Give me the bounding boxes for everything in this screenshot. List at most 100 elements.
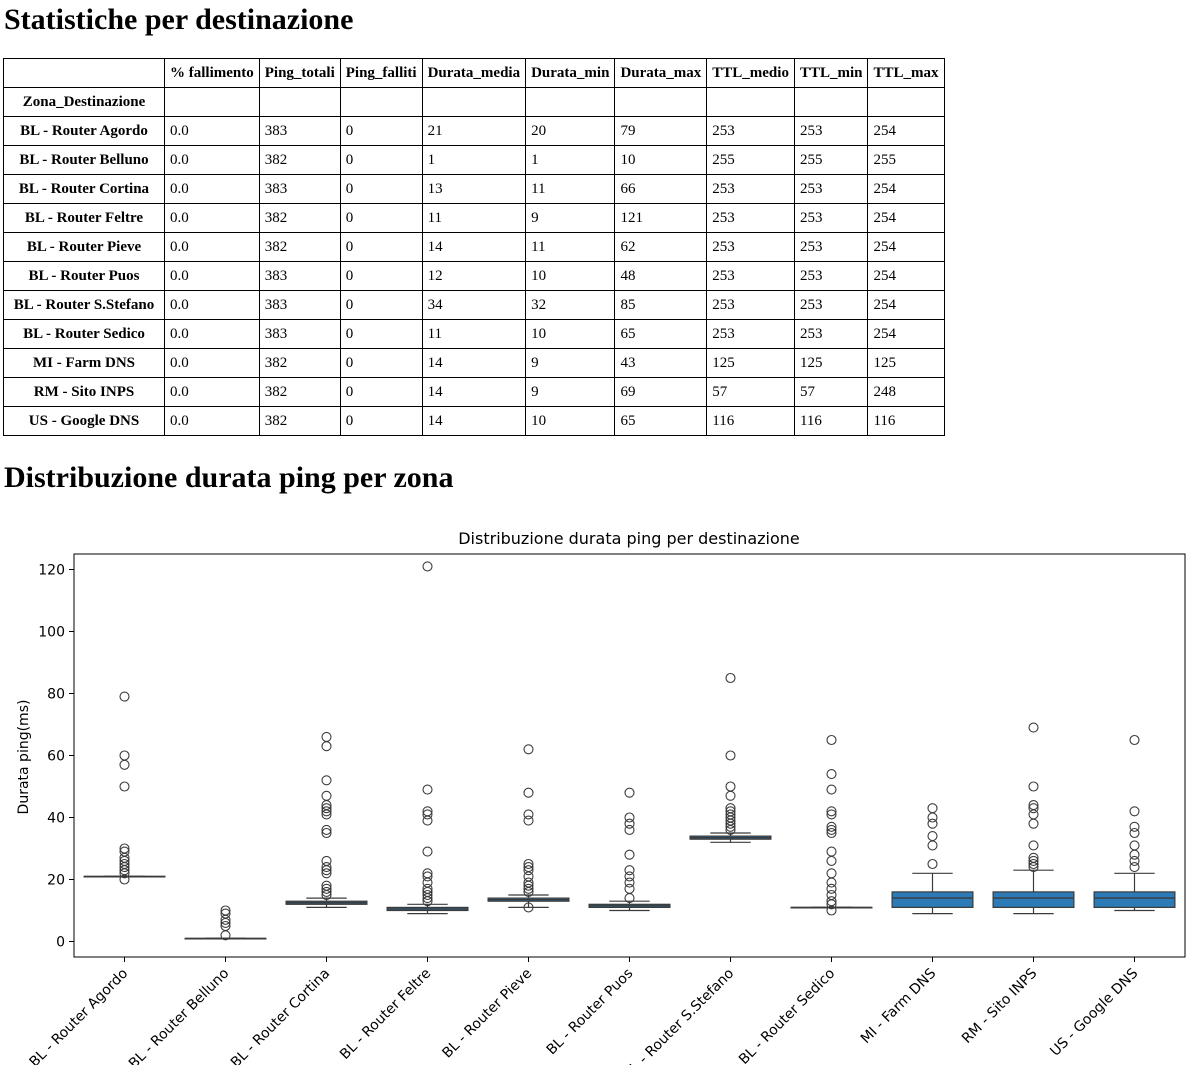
outlier-point [321, 883, 332, 894]
outlier-point [523, 809, 534, 820]
table-cell: 69 [614, 377, 708, 407]
table-cell: 383 [258, 174, 341, 204]
outlier-point [826, 883, 837, 894]
outlier-point [1028, 781, 1039, 792]
table-cell: 382 [258, 406, 341, 436]
outlier-point [725, 672, 736, 684]
box-iqr [1093, 891, 1176, 908]
column-header: Ping_totali [258, 58, 341, 88]
table-cell: 254 [867, 174, 945, 204]
column-header: TTL_min [793, 58, 869, 88]
table-cell: 14 [421, 377, 527, 407]
box-iqr [992, 891, 1075, 908]
table-cell: 121 [614, 203, 708, 233]
table-cell: 14 [421, 406, 527, 436]
distribution-heading: Distribuzione durata ping per zona [4, 461, 454, 494]
table-cell: 253 [706, 319, 795, 349]
table-cell: 9 [525, 377, 616, 407]
outlier-point [725, 824, 736, 835]
outlier-point [826, 899, 837, 910]
table-cell: 20 [525, 116, 616, 146]
table-cell: 0.0 [164, 290, 260, 320]
table-cell: 0 [339, 203, 423, 233]
row-zone-label: BL - Router Feltre [3, 203, 165, 233]
table-row: RM - Sito INPS 0.0 382 0 14 9 69 57 57 248 [3, 377, 945, 407]
outlier-point [119, 868, 130, 879]
column-header: TTL_max [867, 58, 945, 88]
outlier-point [220, 917, 231, 928]
stats-heading: Statistiche per destinazione [4, 3, 354, 36]
x-tick-label: BL - Router Feltre [337, 966, 434, 1063]
x-tick-label: BL - Router Pieve [439, 966, 535, 1062]
table-cell: 0 [339, 261, 423, 291]
outlier-point [321, 886, 332, 897]
table-cell: 1 [525, 145, 616, 175]
table-cell: 253 [706, 290, 795, 320]
table-cell: 14 [421, 348, 527, 378]
outlier-point [422, 889, 433, 901]
stats-table-body: BL - Router Agordo 0.0 383 0 21 20 79 253 253 254… [3, 116, 945, 436]
table-cell: 253 [793, 232, 869, 262]
outlier-point [826, 827, 837, 839]
table-cell: 0.0 [164, 261, 260, 291]
outlier-point [1028, 803, 1039, 814]
outlier-point [1129, 821, 1140, 832]
table-row: MI - Farm DNS 0.0 382 0 14 9 43 125 125 125 [3, 348, 945, 378]
row-zone-label: RM - Sito INPS [3, 377, 165, 407]
outlier-point [624, 787, 635, 798]
outlier-point [321, 889, 332, 901]
outlier-point [1028, 840, 1039, 851]
table-cell: 11 [525, 174, 616, 204]
outlier-point [321, 809, 332, 820]
table-cell: 253 [793, 174, 869, 204]
table-cell: 14 [421, 232, 527, 262]
outlier-point [1028, 818, 1039, 829]
outlier-point [927, 840, 938, 851]
outlier-point [220, 914, 231, 925]
outlier-point [624, 883, 635, 894]
table-cell: 253 [793, 261, 869, 291]
outlier-point [119, 750, 130, 761]
outlier-point [826, 846, 837, 857]
table-cell: 10 [614, 145, 708, 175]
table-cell: 254 [867, 203, 945, 233]
table-cell: 255 [867, 145, 945, 175]
row-zone-label: BL - Router Pieve [3, 232, 165, 262]
outlier-point [1028, 722, 1039, 733]
outlier-point [1028, 862, 1039, 873]
column-header: Ping_falliti [339, 58, 423, 88]
outlier-point [321, 824, 332, 835]
row-zone-label: BL - Router Agordo [3, 116, 165, 146]
outlier-point [826, 784, 837, 795]
outlier-point [422, 815, 433, 826]
x-tick-label: BL - Router Puos [544, 966, 637, 1059]
table-cell: 0.0 [164, 406, 260, 436]
outlier-point [624, 865, 635, 876]
outlier-point [1129, 827, 1140, 839]
chart-title: Distribuzione durata ping per destinazio… [458, 529, 800, 548]
outlier-point [523, 886, 534, 897]
outlier-point [826, 855, 837, 866]
y-tick-label: 80 [47, 687, 65, 703]
table-cell: 0.0 [164, 377, 260, 407]
index-name: Zona_Destinazione [3, 87, 165, 117]
table-row: BL - Router Feltre 0.0 382 0 11 9 121 253 253 254 [3, 203, 945, 233]
table-cell: 10 [525, 406, 616, 436]
outlier-point [1129, 840, 1140, 851]
y-axis-label: Durata ping(ms) [16, 700, 32, 815]
outlier-point [725, 790, 736, 801]
outlier-point [523, 883, 534, 894]
table-cell: 248 [867, 377, 945, 407]
outlier-point [321, 803, 332, 814]
row-zone-label: BL - Router Cortina [3, 174, 165, 204]
table-cell: 0 [339, 174, 423, 204]
table-cell: 254 [867, 232, 945, 262]
table-cell: 255 [706, 145, 795, 175]
table-cell: 116 [867, 406, 945, 436]
table-cell: 0 [339, 319, 423, 349]
y-tick-label: 20 [47, 873, 65, 889]
table-cell: 0 [339, 348, 423, 378]
table-cell: 11 [421, 203, 527, 233]
table-cell: 0 [339, 290, 423, 320]
outlier-point [624, 893, 635, 904]
